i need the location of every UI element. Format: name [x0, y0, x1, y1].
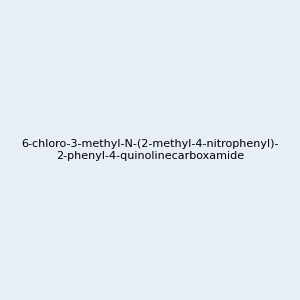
Text: 6-chloro-3-methyl-N-(2-methyl-4-nitrophenyl)-
2-phenyl-4-quinolinecarboxamide: 6-chloro-3-methyl-N-(2-methyl-4-nitrophe… [21, 139, 279, 161]
